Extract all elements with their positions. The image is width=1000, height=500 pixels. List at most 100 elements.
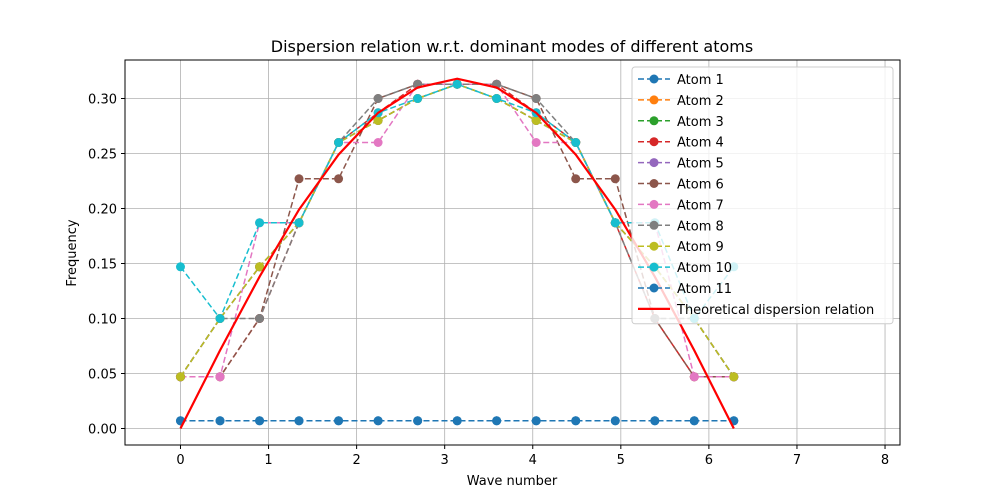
legend-box <box>631 66 894 325</box>
legend-item: Atom 9 <box>638 240 724 255</box>
legend: Atom 1 Atom 2 Atom 3 Atom 4 Atom 5 Atom 6 Atom… <box>631 66 894 325</box>
data-point <box>610 416 620 426</box>
legend-marker <box>649 137 659 147</box>
y-tick-label: 0.25 <box>88 148 117 163</box>
legend-marker <box>649 95 659 105</box>
x-axis-title: Wave number <box>467 474 558 489</box>
data-point <box>571 174 581 184</box>
data-point <box>452 416 462 426</box>
legend-item: Atom 2 <box>638 94 724 109</box>
x-tick-label: 6 <box>705 453 713 468</box>
data-point <box>492 416 502 426</box>
legend-item: Atom 3 <box>638 115 724 130</box>
legend-label: Atom 9 <box>677 240 724 255</box>
legend-item: Atom 1 <box>638 73 724 88</box>
legend-label: Theoretical dispersion relation <box>676 303 874 318</box>
legend-marker <box>649 179 659 188</box>
legend-label: Atom 4 <box>677 136 724 151</box>
y-tick-label: 0.20 <box>88 203 117 218</box>
data-point <box>334 416 344 426</box>
data-point <box>255 218 265 228</box>
legend-label: Atom 11 <box>677 282 732 297</box>
data-point <box>689 372 699 382</box>
legend-label: Atom 1 <box>677 73 724 88</box>
legend-marker <box>649 158 659 168</box>
data-point <box>334 174 344 184</box>
legend-item: Atom 5 <box>638 157 724 172</box>
data-point <box>650 416 660 426</box>
data-point <box>492 94 502 103</box>
data-point <box>531 116 541 125</box>
data-point <box>689 416 699 426</box>
data-point <box>373 416 383 426</box>
data-point <box>531 416 541 426</box>
data-point <box>531 94 541 103</box>
x-tick-label: 3 <box>441 453 449 468</box>
data-point <box>175 262 185 272</box>
data-point <box>294 218 304 228</box>
data-point <box>610 218 620 228</box>
series-line <box>180 83 734 378</box>
data-point <box>334 138 344 147</box>
x-tick-label: 4 <box>529 453 537 468</box>
y-tick-label: 0.15 <box>88 258 117 273</box>
data-point <box>294 174 304 184</box>
legend-label: Atom 2 <box>677 94 724 109</box>
y-tick-label: 0.30 <box>88 93 117 108</box>
data-point <box>175 372 185 382</box>
legend-marker <box>649 74 659 84</box>
data-point <box>215 416 225 426</box>
legend-marker <box>649 241 659 251</box>
ticks: 0 1 2 3 4 5 6 7 8 0.00 0.05 0.10 0.15 0.20 0.25 0.30 <box>88 93 889 469</box>
data-point <box>373 94 383 103</box>
data-point <box>255 416 265 426</box>
legend-marker <box>649 220 659 230</box>
legend-marker <box>649 283 659 293</box>
data-point <box>452 79 462 89</box>
series-atom-11 <box>175 416 739 426</box>
legend-marker <box>649 199 659 209</box>
y-tick-label: 0.10 <box>88 313 117 328</box>
data-point <box>729 372 739 382</box>
legend-item: Atom 7 <box>638 198 724 213</box>
legend-label: Atom 10 <box>677 261 732 276</box>
data-point <box>413 416 423 426</box>
legend-label: Atom 3 <box>677 115 724 130</box>
x-tick-label: 8 <box>881 453 889 468</box>
legend-label: Atom 6 <box>677 178 724 193</box>
data-point <box>571 138 581 147</box>
data-point <box>255 262 265 272</box>
chart-title: Dispersion relation w.r.t. dominant mode… <box>271 37 753 56</box>
legend-item: Theoretical dispersion relation <box>638 303 874 318</box>
data-point <box>531 138 541 147</box>
legend-item: Atom 6 <box>638 178 724 193</box>
data-point <box>255 314 265 323</box>
data-point <box>215 372 225 382</box>
data-point <box>571 416 581 426</box>
x-tick-label: 5 <box>617 453 625 468</box>
data-point <box>373 116 383 125</box>
plot-frame <box>124 59 901 446</box>
legend-item: Atom 8 <box>638 219 724 234</box>
data-point <box>215 314 225 323</box>
legend-label: Atom 8 <box>677 219 724 234</box>
data-point <box>413 94 423 103</box>
legend-marker <box>649 262 659 272</box>
x-tick-label: 0 <box>176 453 184 468</box>
legend-label: Atom 7 <box>677 198 724 213</box>
data-point <box>294 416 304 426</box>
legend-item: Atom 11 <box>638 282 732 297</box>
y-tick-label: 0.00 <box>88 423 117 438</box>
legend-item: Atom 10 <box>638 261 732 276</box>
legend-marker <box>649 116 659 126</box>
y-tick-label: 0.05 <box>88 368 117 383</box>
x-tick-label: 1 <box>264 453 272 468</box>
data-point <box>373 138 383 147</box>
data-point <box>610 174 620 184</box>
legend-item: Atom 4 <box>638 136 724 151</box>
x-tick-label: 2 <box>352 453 360 468</box>
y-axis-title: Frequency <box>65 219 80 286</box>
x-tick-label: 7 <box>793 453 801 468</box>
legend-label: Atom 5 <box>677 157 724 172</box>
